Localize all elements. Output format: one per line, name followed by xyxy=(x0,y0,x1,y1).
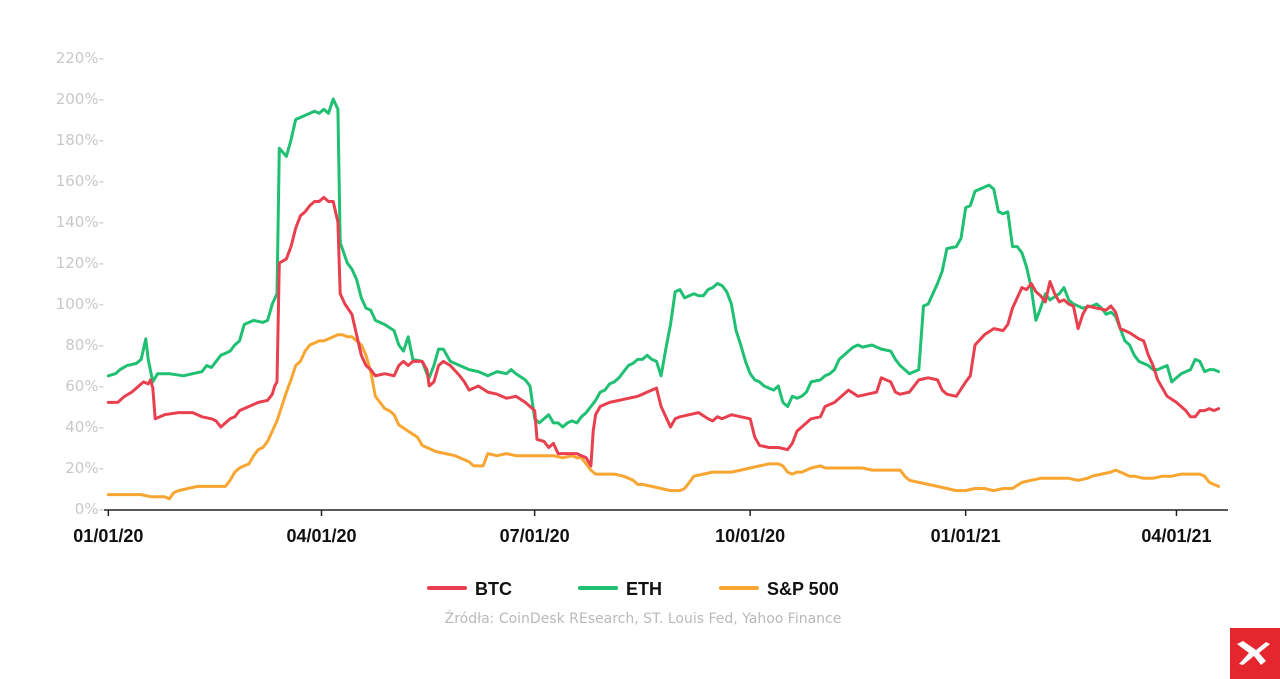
y-tick-label: 200%- xyxy=(56,90,104,108)
y-axis: 0%- 20%- 40%- 60%- 80%- 100%- 120%- 140%- 160%- 1… xyxy=(56,49,104,518)
series-line-eth xyxy=(106,97,1221,429)
logo-x-mark-icon xyxy=(1237,641,1270,665)
y-tick-label: 20%- xyxy=(65,459,104,477)
y-tick-label: 0%- xyxy=(75,500,104,518)
source-note: Źródła: CoinDesk REsearch, ST. Louis Fed… xyxy=(445,609,842,627)
x-tick-label: 01/01/21 xyxy=(931,526,1001,546)
y-tick-label: 100%- xyxy=(56,295,104,313)
y-tick-label: 40%- xyxy=(65,418,104,436)
legend-label: BTC xyxy=(475,579,512,599)
series-line-s-p-500 xyxy=(106,333,1221,501)
legend: BTC ETH S&P 500 xyxy=(427,579,839,599)
legend-label: ETH xyxy=(626,579,662,599)
xtb-logo xyxy=(1230,628,1280,679)
y-tick-label: 180%- xyxy=(56,131,104,149)
x-tick-label: 10/01/20 xyxy=(715,526,785,546)
series-lines xyxy=(106,97,1221,501)
y-tick-label: 140%- xyxy=(56,213,104,231)
y-tick-label: 80%- xyxy=(65,336,104,354)
y-tick-label: 160%- xyxy=(56,172,104,190)
x-axis: 01/01/20 04/01/20 07/01/20 10/01/20 01/01/21… xyxy=(73,509,1228,546)
x-tick-label: 04/01/21 xyxy=(1141,526,1211,546)
series-line-btc xyxy=(106,195,1221,468)
legend-label: S&P 500 xyxy=(767,579,839,599)
x-tick-label: 04/01/20 xyxy=(286,526,356,546)
y-tick-label: 120%- xyxy=(56,254,104,272)
x-tick-label: 01/01/20 xyxy=(73,526,143,546)
y-tick-label: 60%- xyxy=(65,377,104,395)
x-tick-label: 07/01/20 xyxy=(500,526,570,546)
y-tick-label: 220%- xyxy=(56,49,104,67)
